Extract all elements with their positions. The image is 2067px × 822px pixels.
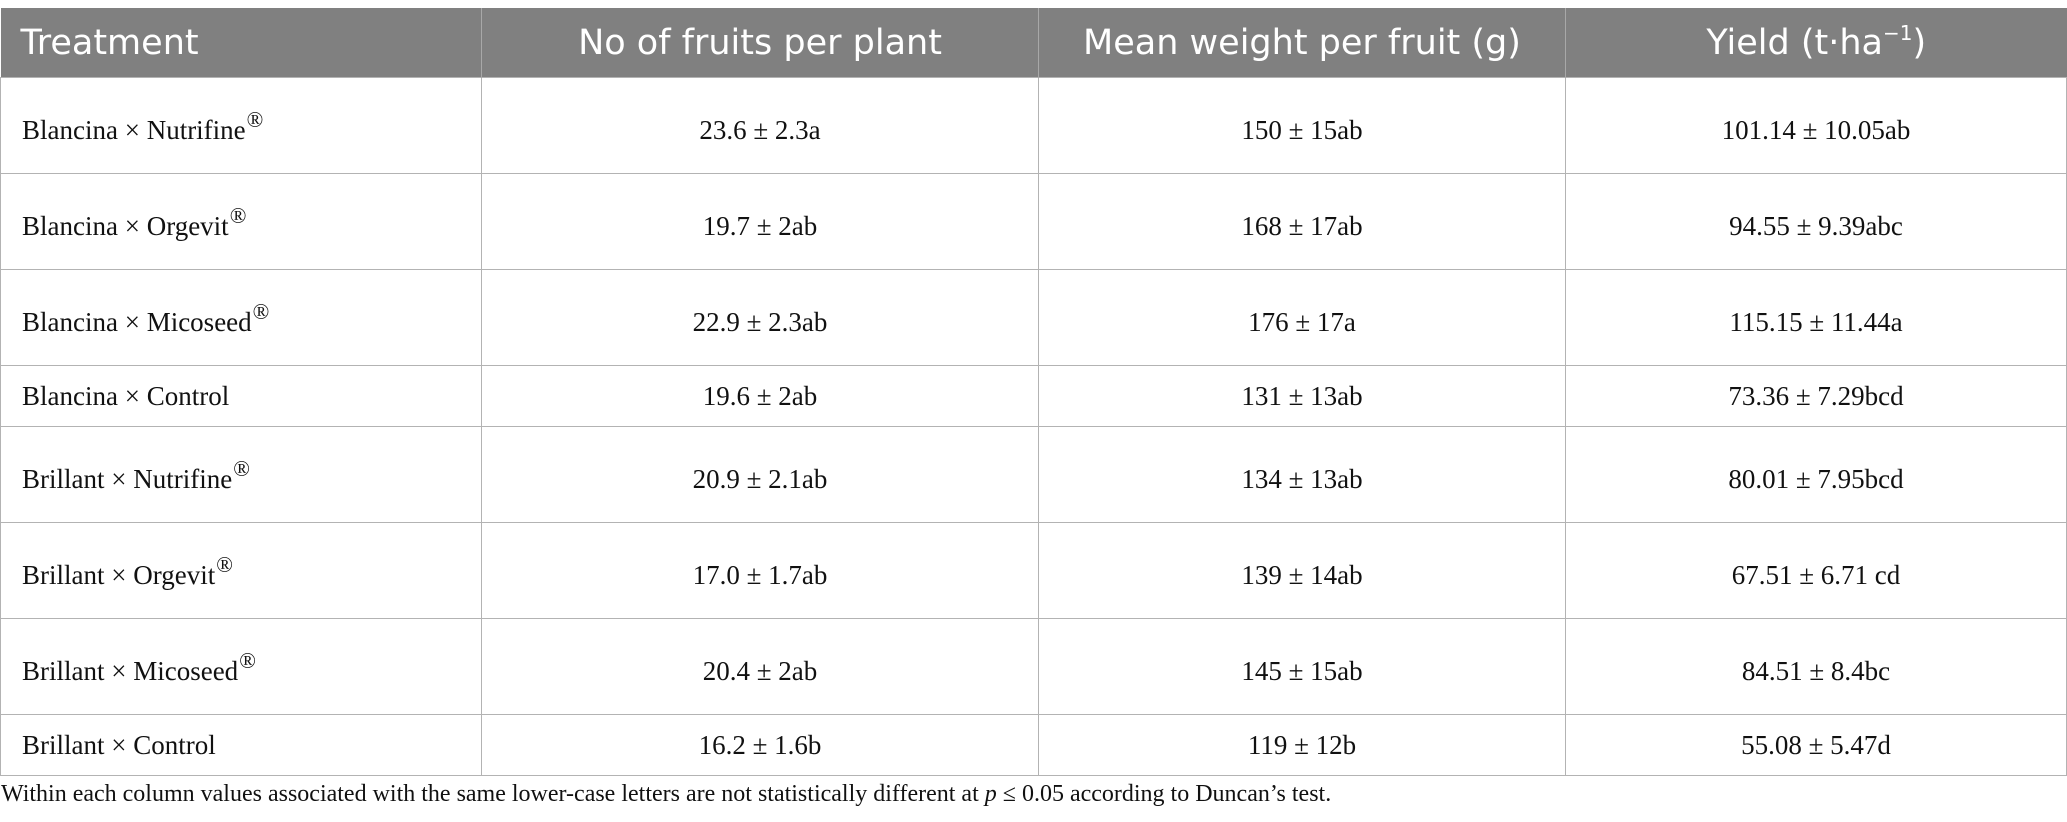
cell-yield: 84.51 ± 8.4bc xyxy=(1565,618,2067,715)
cell-fruits-per-plant: 23.6 ± 2.3a xyxy=(481,77,1039,174)
results-table: Treatment No of fruits per plant Mean we… xyxy=(0,8,2067,776)
header-mean-weight: Mean weight per fruit (g) xyxy=(1038,8,1566,78)
cell-yield: 94.55 ± 9.39abc xyxy=(1565,173,2067,270)
footnote-p-symbol: p xyxy=(984,781,997,807)
header-treatment-label: Treatment xyxy=(20,22,199,63)
cell-fruits-per-plant: 16.2 ± 1.6b xyxy=(481,714,1039,776)
registered-mark: ® xyxy=(233,456,250,481)
cell-treatment: Blancina × Control xyxy=(0,365,482,427)
cell-treatment: Brillant × Micoseed® xyxy=(0,618,482,715)
cell-fruits-per-plant: 19.6 ± 2ab xyxy=(481,365,1039,427)
cell-yield: 115.15 ± 11.44a xyxy=(1565,269,2067,366)
registered-mark: ® xyxy=(252,299,270,324)
cell-treatment: Brillant × Orgevit® xyxy=(0,522,482,619)
table-row: Blancina × Nutrifine® 23.6 ± 2.3a 150 ± 15… xyxy=(0,77,2067,174)
cell-mean-weight: 145 ± 15ab xyxy=(1038,618,1566,715)
cell-treatment: Blancina × Orgevit® xyxy=(0,173,482,270)
cell-yield: 67.51 ± 6.71 cd xyxy=(1565,522,2067,619)
registered-mark: ® xyxy=(246,107,264,132)
cell-yield: 55.08 ± 5.47d xyxy=(1565,714,2067,776)
table-row: Brillant × Control 16.2 ± 1.6b 119 ± 12b 55… xyxy=(0,714,2067,776)
header-fruits-per-plant: No of fruits per plant xyxy=(481,8,1039,78)
treatment-label: Blancina × Micoseed xyxy=(22,307,252,337)
table-header: Treatment No of fruits per plant Mean we… xyxy=(0,8,2067,78)
treatment-label: Blancina × Control xyxy=(22,380,230,411)
treatment-label: Brillant × Orgevit xyxy=(22,560,216,590)
treatment-label: Blancina × Orgevit xyxy=(22,211,229,241)
cell-fruits-per-plant: 20.4 ± 2ab xyxy=(481,618,1039,715)
table-row: Blancina × Orgevit® 19.7 ± 2ab 168 ± 17ab 9… xyxy=(0,173,2067,270)
cell-fruits-per-plant: 20.9 ± 2.1ab xyxy=(481,426,1039,523)
cell-fruits-per-plant: 17.0 ± 1.7ab xyxy=(481,522,1039,619)
treatment-label: Brillant × Control xyxy=(22,729,216,760)
header-row: Treatment No of fruits per plant Mean we… xyxy=(0,8,2067,78)
registered-mark: ® xyxy=(216,552,233,577)
cell-yield: 73.36 ± 7.29bcd xyxy=(1565,365,2067,427)
header-treatment: Treatment xyxy=(0,8,482,78)
header-yield: Yield (t·ha−1) xyxy=(1565,8,2067,78)
footnote-text-start: Within each column values associated wit… xyxy=(1,781,985,807)
cell-fruits-per-plant: 19.7 ± 2ab xyxy=(481,173,1039,270)
footnote-text-end: ≤ 0.05 according to Duncan’s test. xyxy=(996,781,1332,807)
header-weight-label: Mean weight per fruit (g) xyxy=(1083,22,1521,63)
cell-fruits-per-plant: 22.9 ± 2.3ab xyxy=(481,269,1039,366)
cell-yield: 80.01 ± 7.95bcd xyxy=(1565,426,2067,523)
treatment-label: Brillant × Micoseed xyxy=(22,656,239,686)
cell-mean-weight: 134 ± 13ab xyxy=(1038,426,1566,523)
header-yield-suffix: ) xyxy=(1912,22,1927,63)
cell-treatment: Brillant × Nutrifine® xyxy=(0,426,482,523)
cell-mean-weight: 168 ± 17ab xyxy=(1038,173,1566,270)
table-footnote: Within each column values associated wit… xyxy=(1,781,1331,808)
cell-treatment: Blancina × Nutrifine® xyxy=(0,77,482,174)
cell-mean-weight: 131 ± 13ab xyxy=(1038,365,1566,427)
cell-mean-weight: 176 ± 17a xyxy=(1038,269,1566,366)
header-yield-label: Yield (t·ha xyxy=(1706,22,1883,63)
treatment-label: Blancina × Nutrifine xyxy=(22,115,246,145)
table-row: Blancina × Control 19.6 ± 2ab 131 ± 13ab 73… xyxy=(0,365,2067,427)
cell-mean-weight: 119 ± 12b xyxy=(1038,714,1566,776)
header-fruits-label: No of fruits per plant xyxy=(578,22,942,63)
treatment-label: Brillant × Nutrifine xyxy=(22,464,233,494)
cell-mean-weight: 150 ± 15ab xyxy=(1038,77,1566,174)
cell-treatment: Brillant × Control xyxy=(0,714,482,776)
table-row: Brillant × Micoseed® 20.4 ± 2ab 145 ± 15ab… xyxy=(0,618,2067,715)
table-body: Blancina × Nutrifine® 23.6 ± 2.3a 150 ± 15… xyxy=(0,77,2067,776)
cell-treatment: Blancina × Micoseed® xyxy=(0,269,482,366)
table-row: Blancina × Micoseed® 22.9 ± 2.3ab 176 ± 17… xyxy=(0,269,2067,366)
header-yield-unit-exponent: −1 xyxy=(1882,20,1913,45)
registered-mark: ® xyxy=(239,648,256,673)
cell-yield: 101.14 ± 10.05ab xyxy=(1565,77,2067,174)
registered-mark: ® xyxy=(229,203,247,228)
table-row: Brillant × Orgevit® 17.0 ± 1.7ab 139 ± 14a… xyxy=(0,522,2067,619)
cell-mean-weight: 139 ± 14ab xyxy=(1038,522,1566,619)
table-row: Brillant × Nutrifine® 20.9 ± 2.1ab 134 ± 1… xyxy=(0,426,2067,523)
